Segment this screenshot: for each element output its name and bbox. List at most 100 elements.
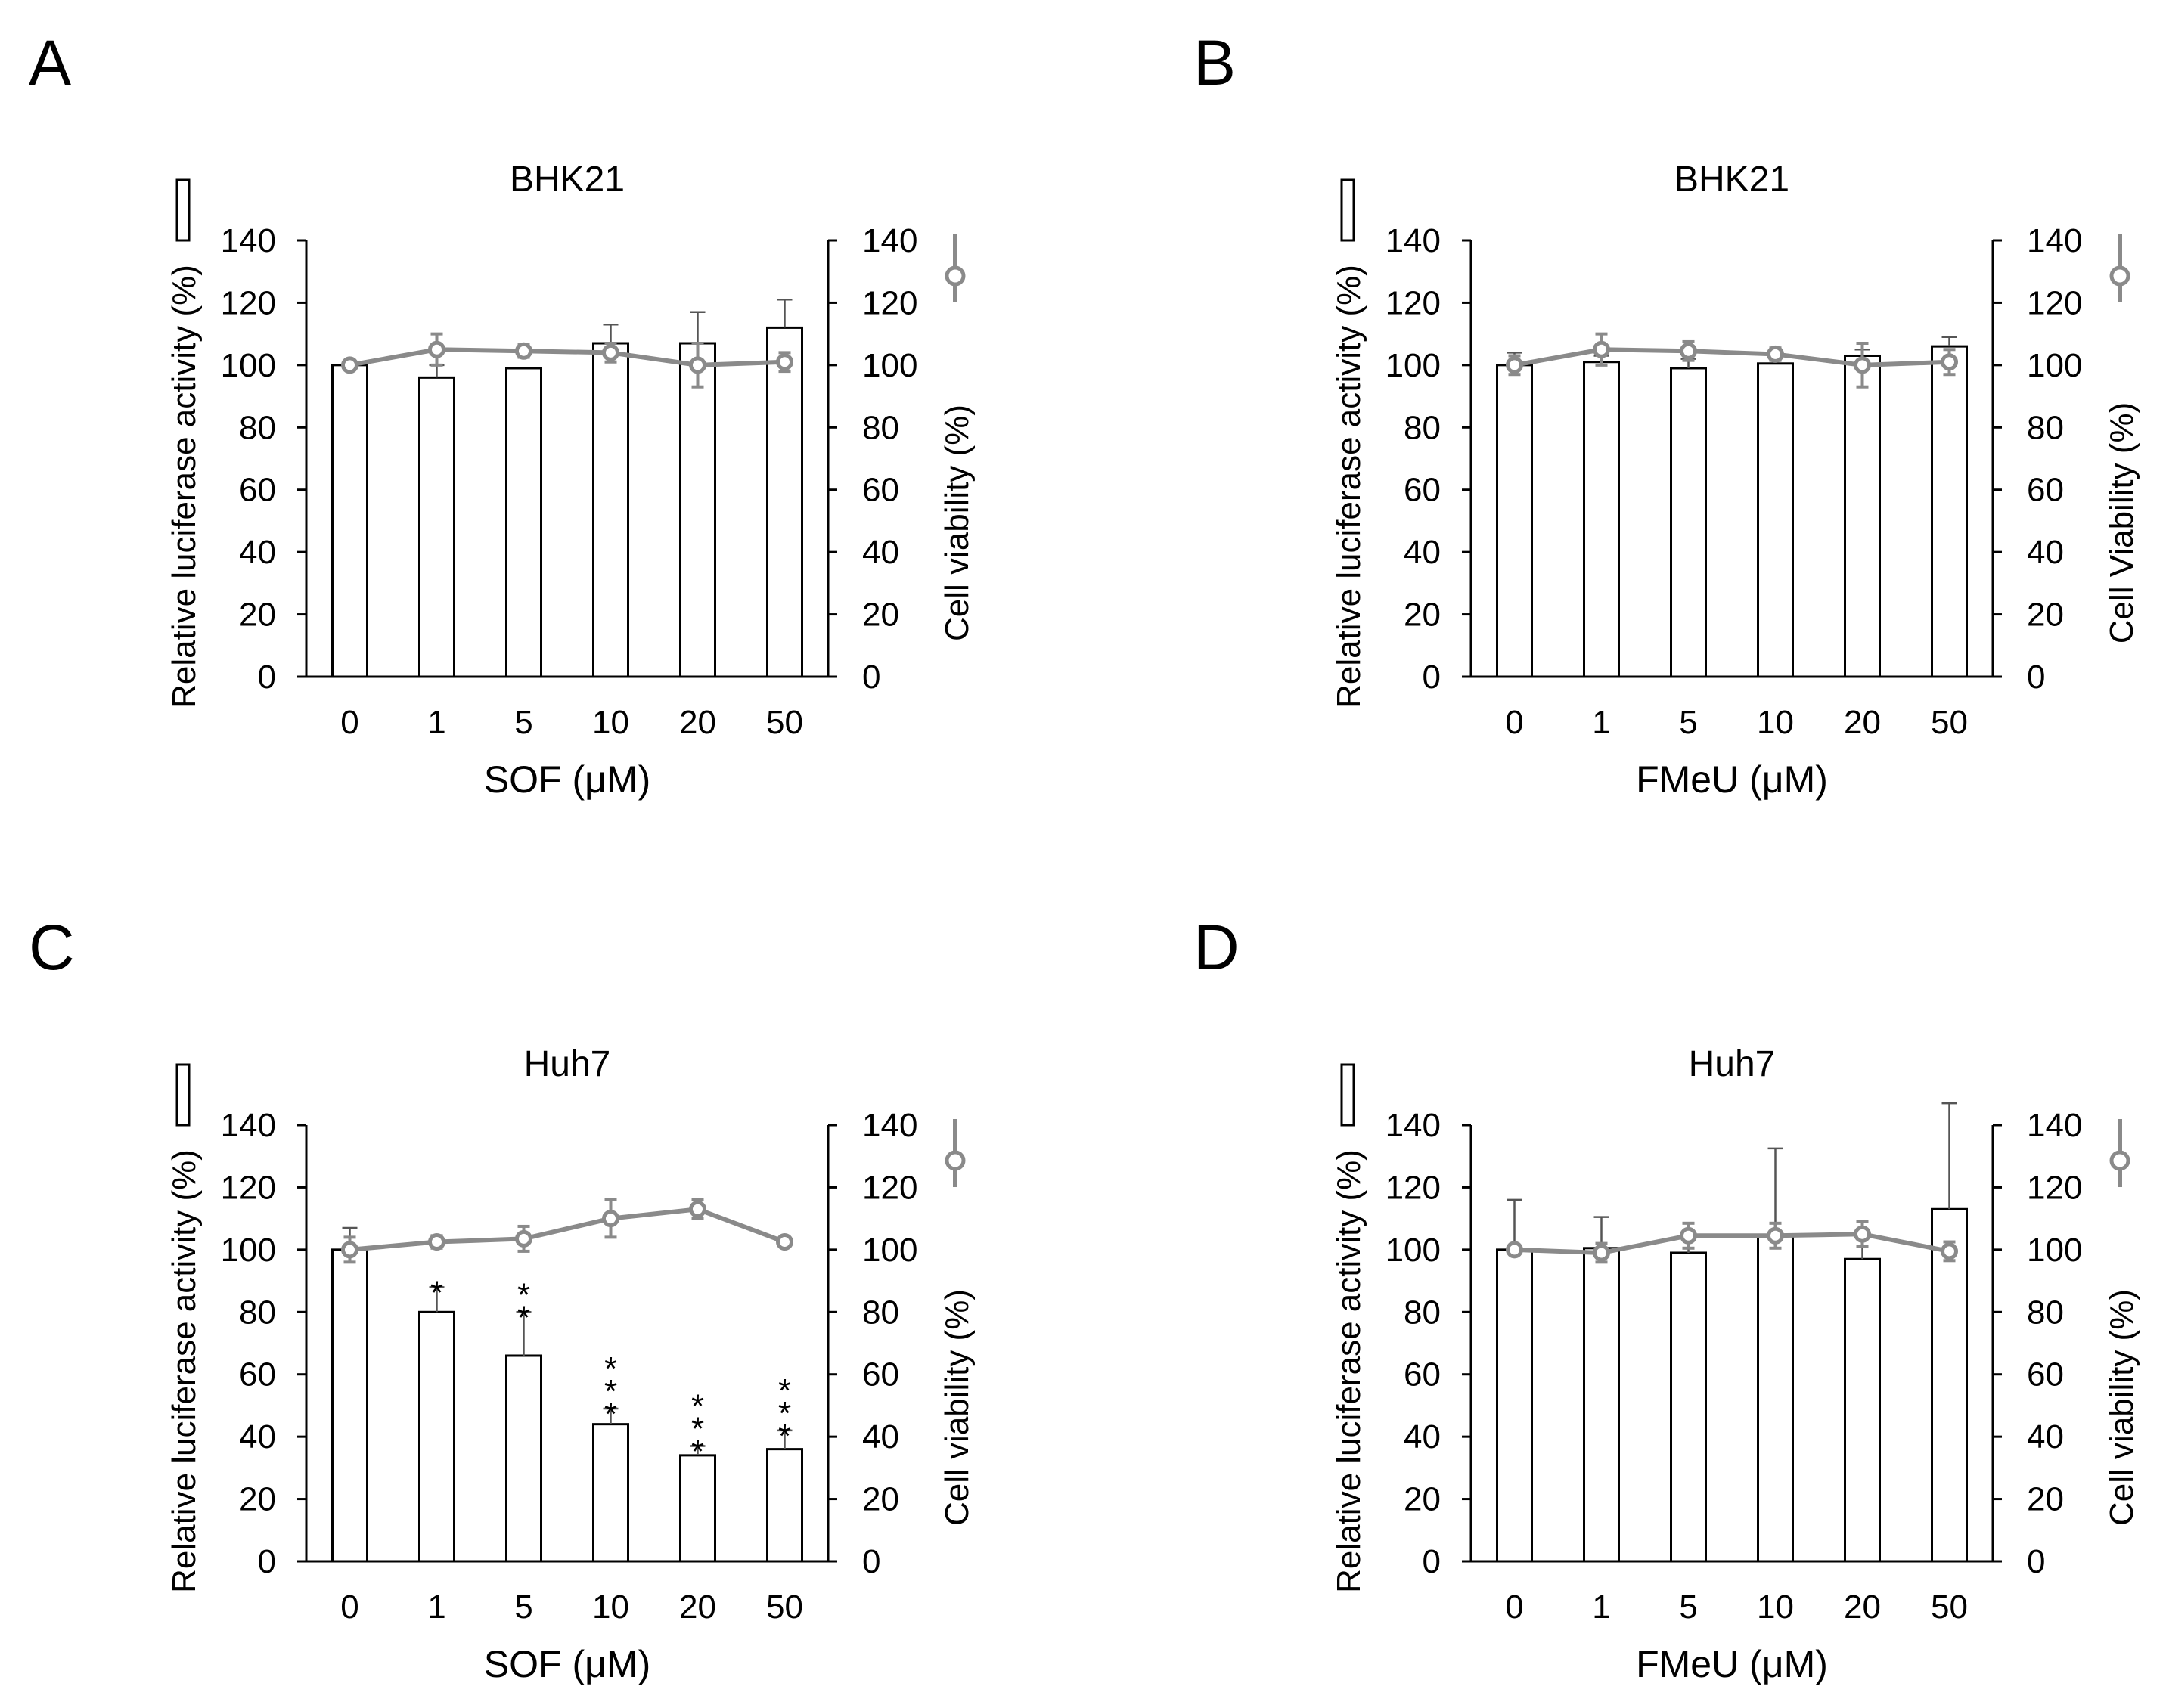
y-axis-label-right: Cell viability (%)	[939, 1289, 976, 1526]
x-tick-label: 0	[340, 704, 358, 741]
chart-title: BHK21	[510, 160, 625, 200]
significance-star: *	[778, 1418, 791, 1455]
viability-point	[1941, 353, 1958, 371]
bar	[1931, 345, 1968, 678]
y-tick-label-right: 40	[862, 1418, 899, 1455]
bar	[1844, 1257, 1881, 1563]
y-tick-label-right: 60	[862, 472, 899, 509]
y-tick-label-right: 120	[862, 1169, 917, 1206]
x-tick-label: 1	[427, 1589, 445, 1626]
viability-point	[341, 1241, 358, 1259]
y-tick-label-right: 80	[2027, 409, 2064, 446]
y-tick-label-left: 40	[1404, 534, 1441, 571]
bar	[331, 364, 368, 678]
bar	[418, 376, 455, 678]
viability-point	[428, 340, 445, 358]
bar	[766, 326, 803, 678]
bar	[1670, 367, 1707, 678]
significance-star: *	[691, 1434, 704, 1471]
bar	[1757, 362, 1794, 678]
panel-letter: B	[1193, 27, 1236, 98]
y-tick-label-right: 40	[2027, 1418, 2064, 1455]
x-axis-label: SOF (μM)	[484, 1643, 650, 1685]
viability-point	[1854, 356, 1871, 374]
chart-title: Huh7	[524, 1044, 611, 1084]
y-tick-label-right: 140	[862, 222, 917, 259]
viability-point	[776, 1233, 793, 1251]
significance-star: *	[778, 1395, 791, 1432]
viability-line	[349, 1207, 786, 1252]
bar	[1583, 1247, 1620, 1563]
y-tick-label-left: 120	[221, 284, 276, 321]
y-tick-label-left: 100	[1386, 1232, 1441, 1269]
viability-point	[1506, 356, 1523, 374]
y-tick-label-left: 60	[239, 1356, 276, 1393]
y-axis-label-left: Relative luciferase activity (%)	[166, 1149, 203, 1593]
y-tick-label-right: 100	[2027, 347, 2082, 384]
y-tick-label-right: 40	[2027, 534, 2064, 571]
y-tick-label-left: 0	[1423, 1543, 1441, 1580]
bar	[1844, 354, 1881, 678]
bar	[1757, 1234, 1794, 1563]
x-tick-label: 5	[1679, 1589, 1697, 1626]
x-tick-label: 5	[514, 704, 532, 741]
viability-point	[602, 343, 619, 361]
y-tick-label-right: 60	[862, 1356, 899, 1393]
y-tick-label-right: 80	[862, 1294, 899, 1331]
significance-star: *	[778, 1372, 791, 1409]
bar	[1583, 361, 1620, 678]
bar	[592, 342, 629, 678]
bar	[679, 342, 716, 678]
viability-point	[1941, 1242, 1958, 1260]
x-tick-label: 10	[592, 1589, 629, 1626]
chart-title: Huh7	[1689, 1044, 1776, 1084]
y-tick-label-right: 0	[862, 659, 880, 696]
y-tick-label-right: 100	[2027, 1232, 2082, 1269]
y-tick-label-left: 100	[1386, 347, 1441, 384]
y-tick-label-left: 140	[221, 1107, 276, 1144]
legend-bar-icon	[175, 1063, 191, 1127]
panel-letter: D	[1193, 912, 1240, 983]
y-tick-label-left: 120	[1386, 1169, 1441, 1206]
legend-bar-icon	[1340, 1063, 1355, 1127]
viability-point	[1854, 1225, 1871, 1243]
viability-point	[1506, 1241, 1523, 1259]
y-tick-label-right: 120	[2027, 1169, 2082, 1206]
legend-point-icon	[2109, 1150, 2130, 1171]
y-tick-label-left: 0	[258, 1543, 276, 1580]
viability-point	[602, 1210, 619, 1228]
y-tick-label-left: 80	[1404, 1294, 1441, 1331]
y-tick-label-left: 100	[221, 347, 276, 384]
x-tick-label: 10	[1757, 1589, 1794, 1626]
bar	[505, 367, 542, 678]
panel-letter: C	[29, 912, 75, 983]
significance-star: *	[517, 1299, 530, 1336]
x-tick-label: 20	[679, 704, 716, 741]
y-tick-label-left: 140	[1386, 222, 1441, 259]
significance-star: *	[691, 1411, 704, 1448]
y-tick-label-left: 20	[1404, 597, 1441, 634]
x-axis-label: FMeU (μM)	[1636, 1643, 1828, 1685]
chart-title: BHK21	[1674, 160, 1789, 200]
x-tick-label: 50	[1931, 1589, 1968, 1626]
panel-letter: A	[29, 27, 71, 98]
bar	[418, 1310, 455, 1563]
y-tick-label-left: 100	[221, 1232, 276, 1269]
y-tick-label-right: 140	[862, 1107, 917, 1144]
y-tick-label-right: 0	[2027, 659, 2045, 696]
y-tick-label-left: 120	[221, 1169, 276, 1206]
y-tick-label-right: 100	[862, 1232, 917, 1269]
y-tick-label-right: 20	[2027, 597, 2064, 634]
y-tick-label-left: 40	[239, 1418, 276, 1455]
legend-point-icon	[945, 1150, 966, 1171]
bar	[1496, 364, 1533, 678]
y-axis-label-left: Relative luciferase activity (%)	[1330, 265, 1367, 708]
y-axis-label-left: Relative luciferase activity (%)	[1330, 1149, 1367, 1593]
y-tick-label-left: 0	[1423, 659, 1441, 696]
y-tick-label-left: 120	[1386, 284, 1441, 321]
legend-bar-icon	[1340, 178, 1355, 242]
viability-line	[1513, 347, 1950, 367]
bar	[331, 1248, 368, 1563]
y-tick-label-right: 60	[2027, 472, 2064, 509]
